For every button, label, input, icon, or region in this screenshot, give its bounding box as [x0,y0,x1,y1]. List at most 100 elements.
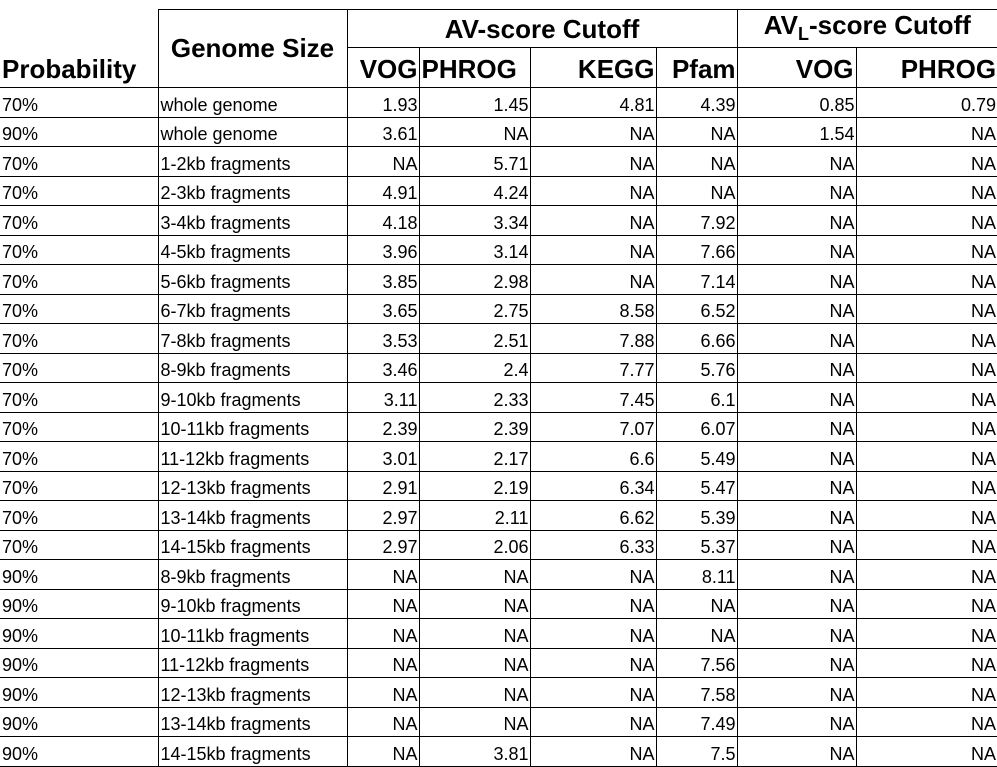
cell-genome-size: 9-10kb fragments [157,382,348,413]
cell-genome-size: 8-9kb fragments [157,559,348,590]
cell-vog: NA [346,677,420,708]
cell-phrog: 2.98 [418,264,531,295]
cell-genome-size: 13-14kb fragments [157,500,348,531]
cell-phrog: NA [418,706,531,738]
cell-phrog-l: NA [855,234,997,266]
cell-kegg: NA [529,618,657,649]
cell-phrog: 2.33 [418,382,531,413]
cell-kegg: NA [529,588,657,620]
table-row: 90% 8-9kb fragments NA NA NA 8.11 NA NA [0,559,997,590]
cell-kegg: 7.45 [529,382,657,413]
cell-vog: NA [346,559,420,590]
cell-vog: 3.53 [346,323,420,354]
cell-vog: 4.18 [346,205,420,236]
cell-phrog-l: NA [855,677,997,708]
cell-vog: 4.91 [346,175,420,207]
header-genome-size: Genome Size [157,8,348,89]
cell-pfam: 6.52 [655,293,738,325]
cell-genome-size: 10-11kb fragments [157,618,348,649]
cell-pfam: 6.66 [655,323,738,354]
cell-pfam: 6.1 [655,382,738,413]
cell-phrog: NA [418,116,531,148]
cell-vog-l: NA [736,175,857,207]
cell-vog-l: NA [736,323,857,354]
table-row: 70% 10-11kb fragments 2.39 2.39 7.07 6.07 NA NA [0,411,997,443]
cell-kegg: 6.6 [529,441,657,472]
cell-genome-size: 1-2kb fragments [157,146,348,177]
cell-vog-l: NA [736,234,857,266]
header-av-score-cutoff: AV-score Cutoff [346,8,738,49]
cell-vog: 3.65 [346,293,420,325]
header-kegg: KEGG [529,47,657,89]
cell-phrog-l: NA [855,264,997,295]
cell-vog: NA [346,588,420,620]
table-row: 90% 12-13kb fragments NA NA NA 7.58 NA NA [0,677,997,708]
cell-phrog-l: 0.79 [855,87,997,118]
cell-phrog-l: NA [855,441,997,472]
cell-genome-size: 12-13kb fragments [157,470,348,502]
cell-genome-size: 14-15kb fragments [157,736,348,767]
cell-probability: 90% [0,677,159,708]
cell-genome-size: 11-12kb fragments [157,647,348,679]
cell-vog-l: NA [736,618,857,649]
cell-pfam: 5.47 [655,470,738,502]
cell-probability: 70% [0,87,159,118]
cell-vog: 3.61 [346,116,420,148]
cell-genome-size: 8-9kb fragments [157,352,348,384]
cell-pfam: 4.39 [655,87,738,118]
cell-genome-size: 12-13kb fragments [157,677,348,708]
cell-vog-l: NA [736,264,857,295]
cell-pfam: 7.58 [655,677,738,708]
cell-vog-l: NA [736,647,857,679]
cell-probability: 70% [0,529,159,561]
header-avl-score-cutoff: AVL-score Cutoff [736,8,997,49]
header-vog: VOG [346,47,420,89]
cell-pfam: 8.11 [655,559,738,590]
cell-genome-size: 4-5kb fragments [157,234,348,266]
cell-vog: 3.11 [346,382,420,413]
cell-vog-l: NA [736,470,857,502]
cell-probability: 70% [0,264,159,295]
cell-genome-size: 14-15kb fragments [157,529,348,561]
cell-vog: NA [346,146,420,177]
cell-phrog: 3.81 [418,736,531,767]
cell-kegg: NA [529,146,657,177]
cell-genome-size: 13-14kb fragments [157,706,348,738]
cell-pfam: 5.39 [655,500,738,531]
cell-genome-size: 2-3kb fragments [157,175,348,207]
cell-pfam: 7.92 [655,205,738,236]
cell-pfam: NA [655,618,738,649]
cell-pfam: 5.49 [655,441,738,472]
cell-kegg: NA [529,736,657,767]
cell-phrog-l: NA [855,647,997,679]
cell-phrog-l: NA [855,500,997,531]
cell-kegg: NA [529,264,657,295]
cell-probability: 70% [0,352,159,384]
cell-kegg: 8.58 [529,293,657,325]
table-row: 70% 9-10kb fragments 3.11 2.33 7.45 6.1 NA NA [0,382,997,413]
cell-pfam: 7.56 [655,647,738,679]
cell-phrog: 2.06 [418,529,531,561]
header-probability: Probability [0,47,159,89]
cell-kegg: 6.34 [529,470,657,502]
cell-probability: 70% [0,382,159,413]
cell-genome-size: whole genome [157,116,348,148]
cell-phrog-l: NA [855,470,997,502]
cell-genome-size: 9-10kb fragments [157,588,348,620]
cell-vog-l: NA [736,411,857,443]
cell-phrog: 2.19 [418,470,531,502]
cell-vog: NA [346,736,420,767]
cell-pfam: NA [655,175,738,207]
cell-phrog-l: NA [855,205,997,236]
cell-probability: 70% [0,205,159,236]
cell-phrog-l: NA [855,175,997,207]
table-body: 70% whole genome 1.93 1.45 4.81 4.39 0.85 0.79 9… [0,87,997,767]
cell-pfam: NA [655,116,738,148]
cell-phrog: 2.51 [418,323,531,354]
cell-vog: NA [346,706,420,738]
cell-phrog-l: NA [855,618,997,649]
cell-vog-l: NA [736,736,857,767]
header-spacer [0,9,159,48]
cell-pfam: NA [655,146,738,177]
cell-vog: 2.39 [346,411,420,443]
